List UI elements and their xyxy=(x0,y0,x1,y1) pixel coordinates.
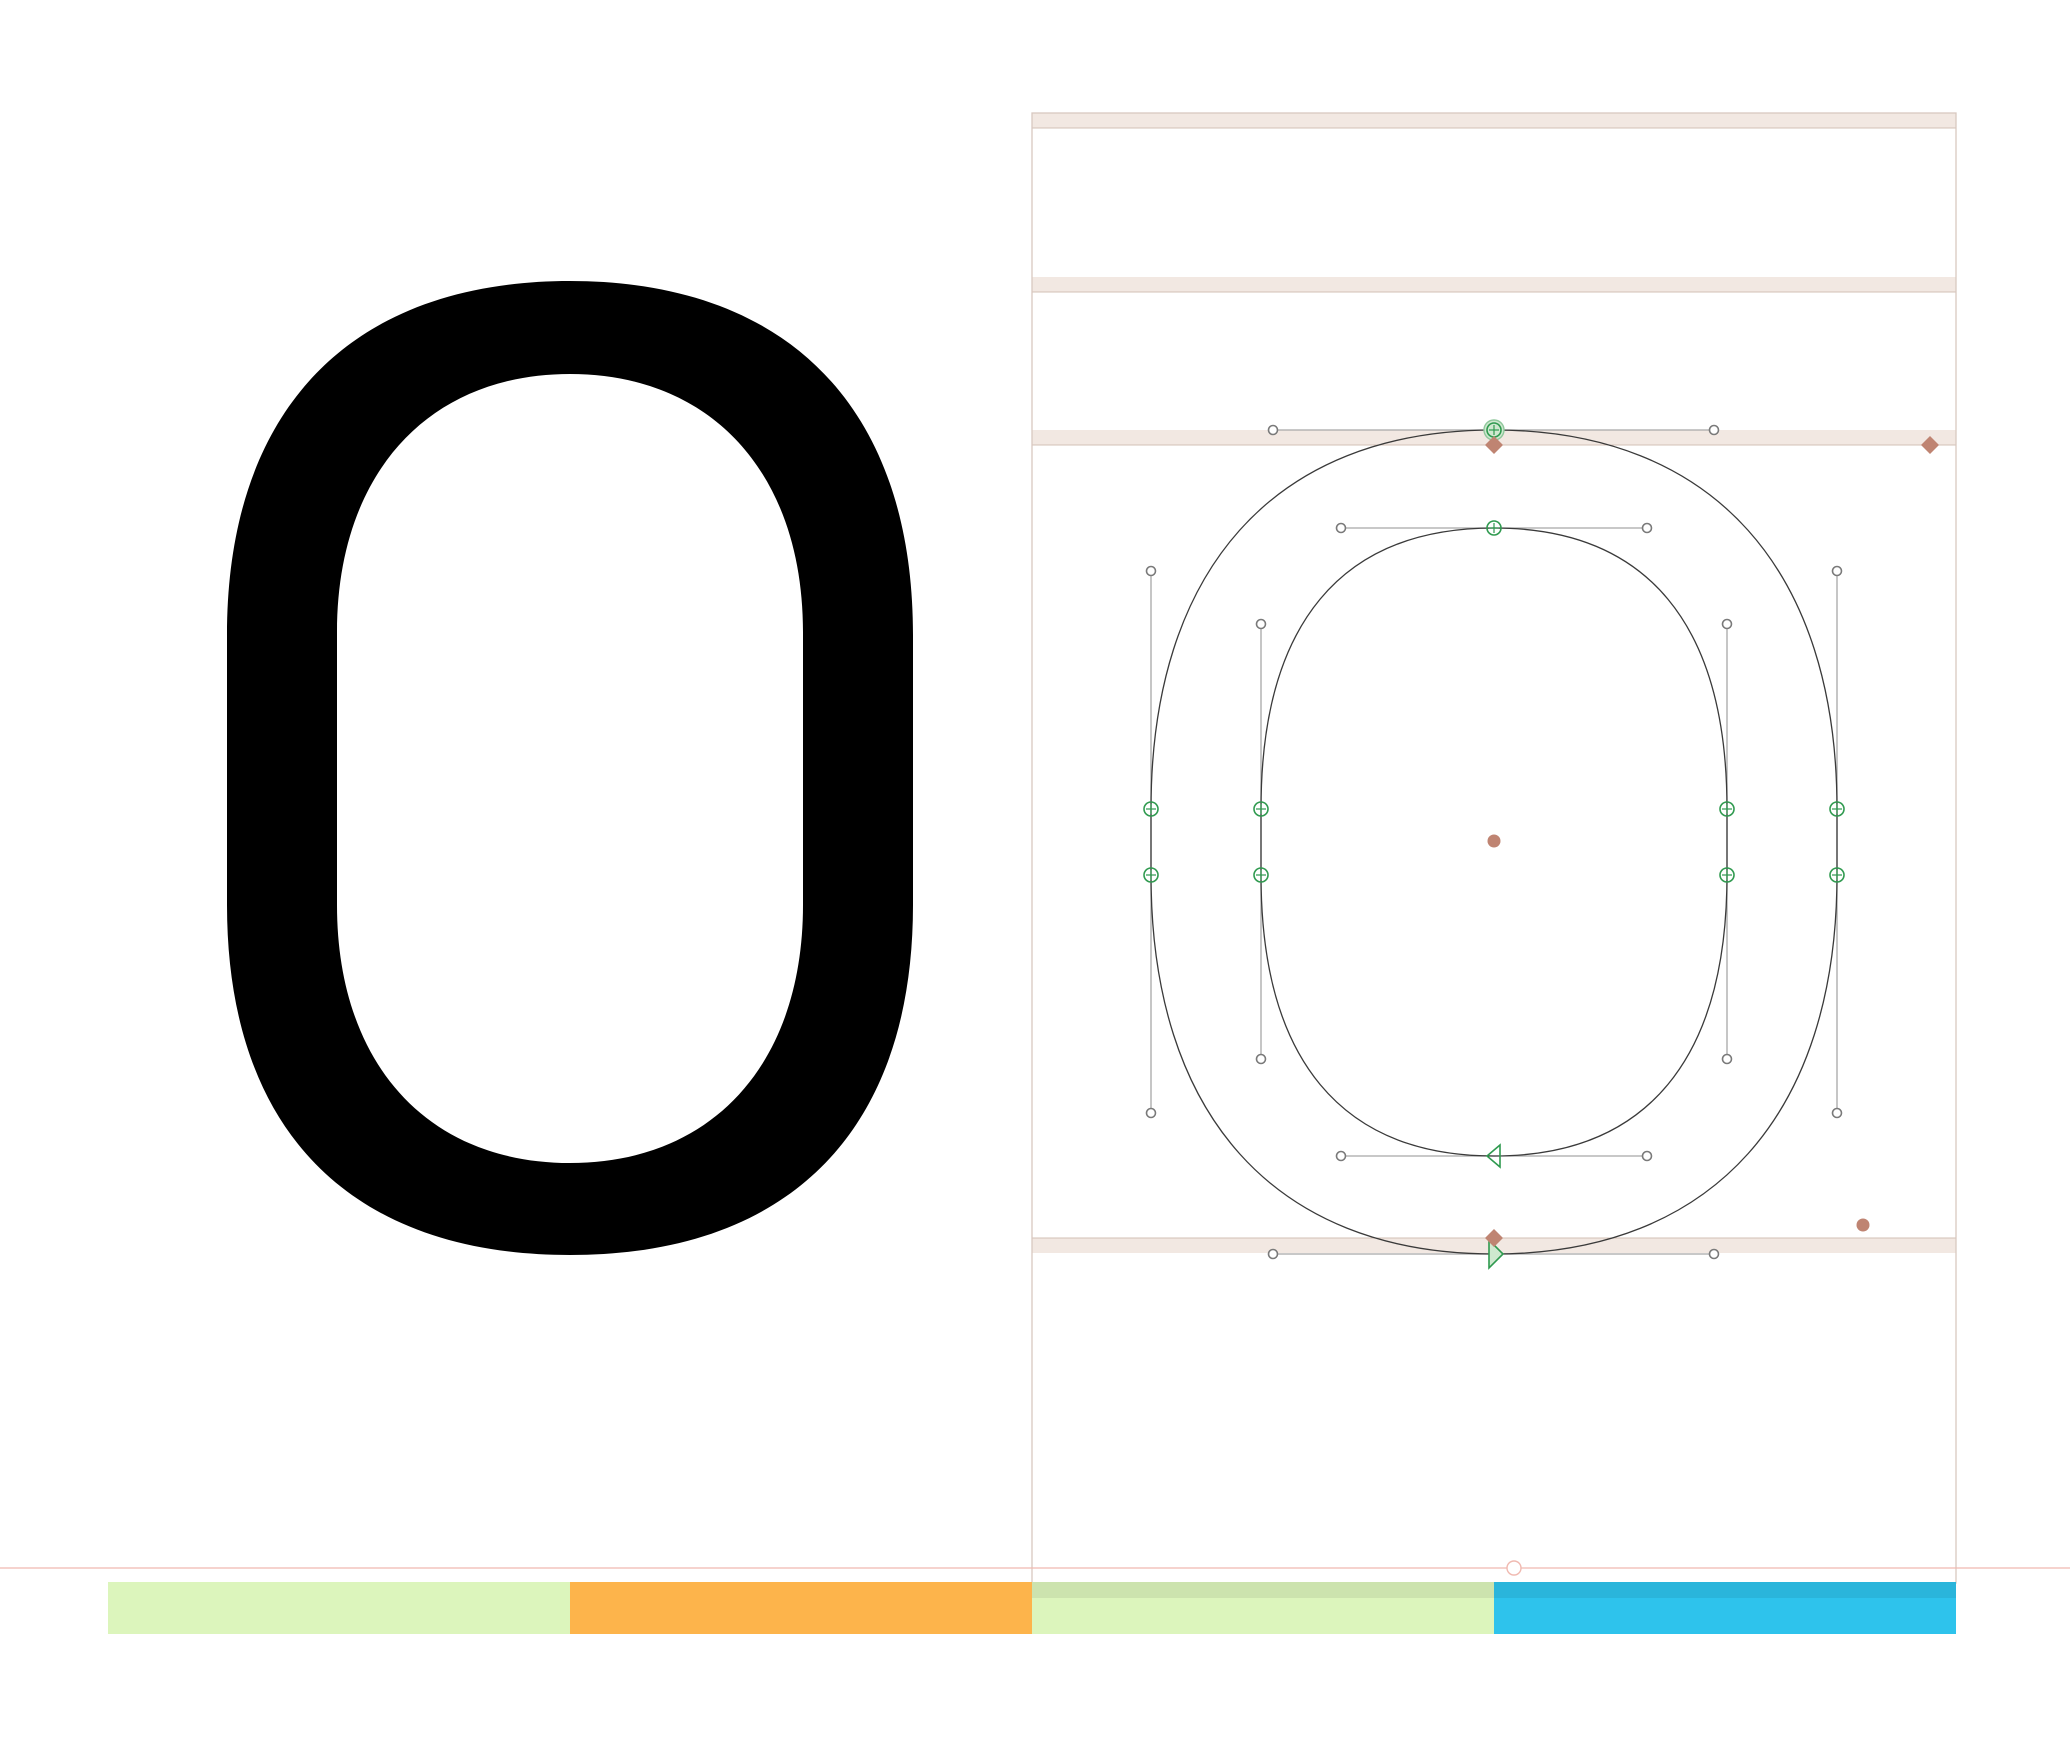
glyph-edit-view[interactable] xyxy=(0,112,2070,1584)
outer-right-upper-node[interactable] xyxy=(1829,801,1845,817)
ascender-guide-band xyxy=(1032,113,1956,128)
outer-left-lower-node[interactable] xyxy=(1143,867,1159,883)
inner-top-node[interactable] xyxy=(1486,520,1502,536)
handle-point[interactable] xyxy=(1255,618,1267,630)
inner-bottom-direction-node[interactable] xyxy=(1485,1143,1501,1169)
handle-point[interactable] xyxy=(1145,565,1157,577)
handle-point[interactable] xyxy=(1708,1248,1720,1260)
top-anchor[interactable] xyxy=(1485,436,1503,454)
handle-point[interactable] xyxy=(1335,1150,1347,1162)
outer-bottom-direction-node[interactable] xyxy=(1488,1238,1505,1270)
handle-point[interactable] xyxy=(1708,424,1720,436)
metrics-segment-right-margin xyxy=(1494,1582,1956,1634)
handle-point[interactable] xyxy=(1267,424,1279,436)
handle-point[interactable] xyxy=(1831,565,1843,577)
handle-point[interactable] xyxy=(1721,618,1733,630)
inner-contour[interactable] xyxy=(1260,527,1728,1157)
metrics-segment-right-sidebearing xyxy=(1032,1582,1494,1634)
ogonek-anchor[interactable] xyxy=(1856,1218,1870,1232)
metrics-segment-left-margin xyxy=(108,1582,570,1634)
handle-point[interactable] xyxy=(1721,1053,1733,1065)
cap-height-guide-band xyxy=(1032,277,1956,292)
handle-point[interactable] xyxy=(1255,1053,1267,1065)
bottom-anchor[interactable] xyxy=(1485,1229,1503,1247)
handle-point[interactable] xyxy=(1641,1150,1653,1162)
inner-left-lower-node[interactable] xyxy=(1253,867,1269,883)
glyph-preview-o xyxy=(227,281,913,1255)
handle-point[interactable] xyxy=(1641,522,1653,534)
top-right-anchor[interactable] xyxy=(1921,436,1939,454)
outer-right-lower-node[interactable] xyxy=(1829,867,1845,883)
handle-point[interactable] xyxy=(1267,1248,1279,1260)
metrics-overlap-band xyxy=(1032,1582,1956,1598)
metrics-bar xyxy=(108,1582,1956,1634)
descender-marker[interactable] xyxy=(1506,1560,1522,1576)
outer-left-upper-node[interactable] xyxy=(1143,801,1159,817)
inner-left-upper-node[interactable] xyxy=(1253,801,1269,817)
anchors[interactable] xyxy=(1485,436,1939,1247)
glyph-preview xyxy=(227,281,913,1255)
advance-width-frame xyxy=(1031,112,1957,1584)
handle-point[interactable] xyxy=(1831,1107,1843,1119)
handle-point[interactable] xyxy=(1335,522,1347,534)
handle-point[interactable] xyxy=(1145,1107,1157,1119)
inner-right-upper-node[interactable] xyxy=(1719,801,1735,817)
inner-right-lower-node[interactable] xyxy=(1719,867,1735,883)
off-curve-handles[interactable] xyxy=(1145,424,1843,1260)
center-anchor[interactable] xyxy=(1487,834,1501,848)
metrics-segment-left-sidebearing xyxy=(570,1582,1032,1634)
